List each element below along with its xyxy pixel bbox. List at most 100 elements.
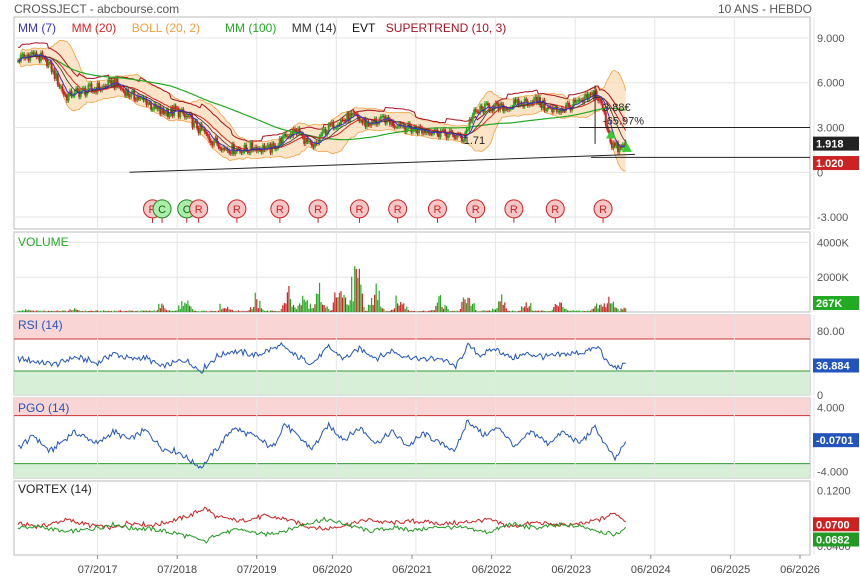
volume-bar bbox=[372, 304, 374, 312]
volume-bar bbox=[110, 310, 112, 312]
volume-bar bbox=[410, 310, 412, 312]
volume-bar bbox=[144, 310, 146, 312]
volume-bar bbox=[574, 311, 576, 312]
volume-bar bbox=[430, 310, 432, 312]
volume-bar bbox=[588, 310, 590, 312]
volume-bar bbox=[75, 309, 77, 312]
candle-body bbox=[62, 90, 65, 95]
candle-body bbox=[479, 105, 482, 113]
candle-body bbox=[453, 134, 456, 138]
volume-bar bbox=[243, 311, 246, 312]
annotation-percent: -65.97% bbox=[603, 115, 644, 127]
volume-bar bbox=[524, 306, 526, 312]
volume-bar bbox=[573, 310, 575, 312]
volume-bar bbox=[432, 310, 434, 312]
x-axis-label: 07/2019 bbox=[237, 564, 277, 576]
volume-bar bbox=[268, 311, 270, 312]
volume-bar bbox=[582, 310, 584, 312]
candle-body bbox=[497, 104, 500, 111]
candle-body bbox=[503, 108, 506, 112]
volume-bar bbox=[502, 304, 504, 312]
candle-body bbox=[199, 124, 202, 134]
candle-body bbox=[537, 97, 540, 103]
pgo-tick-label: 4.000 bbox=[817, 403, 845, 415]
candle-body bbox=[416, 131, 419, 134]
volume-bar bbox=[187, 300, 189, 312]
volume-bar bbox=[29, 310, 31, 312]
candle-body bbox=[165, 109, 168, 114]
candle-body bbox=[516, 99, 519, 103]
candle-body bbox=[258, 148, 261, 150]
candle-body bbox=[372, 121, 375, 124]
volume-bar bbox=[207, 311, 209, 312]
volume-panel-frame bbox=[13, 231, 811, 313]
volume-bar bbox=[155, 311, 157, 312]
candle-body bbox=[477, 111, 480, 113]
pgo-badge-bg bbox=[813, 433, 859, 448]
volume-bar bbox=[407, 309, 409, 312]
volume-bar bbox=[494, 309, 497, 312]
candle-body bbox=[410, 126, 413, 133]
candle-body bbox=[517, 99, 520, 106]
volume-bar bbox=[429, 310, 431, 312]
supertrend-badge-bg bbox=[813, 156, 859, 171]
candle-body bbox=[297, 128, 300, 135]
volume-bar bbox=[64, 310, 67, 312]
candle-body bbox=[168, 114, 171, 117]
volume-bar bbox=[256, 299, 258, 312]
volume-bar bbox=[475, 309, 477, 312]
volume-bar bbox=[130, 310, 132, 312]
volume-bar bbox=[175, 310, 177, 312]
candle-body bbox=[144, 99, 147, 101]
volume-bar bbox=[367, 304, 370, 312]
volume-bar bbox=[334, 292, 336, 312]
volume-bar bbox=[338, 292, 341, 312]
candle-body bbox=[505, 108, 508, 110]
candle-body bbox=[183, 113, 186, 118]
volume-bar bbox=[57, 310, 59, 312]
volume-bar bbox=[585, 311, 587, 312]
candle-body bbox=[298, 128, 301, 134]
candle-body bbox=[367, 121, 370, 125]
candle-body bbox=[125, 89, 128, 96]
candle-body bbox=[73, 91, 76, 96]
volume-bar bbox=[262, 309, 264, 312]
candle-body bbox=[333, 127, 336, 129]
volume-bar bbox=[84, 310, 86, 312]
candle-body bbox=[217, 143, 220, 148]
volume-bar bbox=[191, 309, 194, 312]
candle-body bbox=[411, 129, 414, 133]
volume-bar bbox=[81, 310, 83, 312]
candle-body bbox=[327, 124, 330, 133]
volume-bar bbox=[78, 310, 80, 312]
volume-bar bbox=[386, 310, 388, 312]
candle-body bbox=[245, 144, 248, 150]
volume-bar bbox=[358, 268, 360, 312]
candle-body bbox=[421, 128, 424, 134]
candle-body bbox=[160, 108, 163, 114]
volume-bar bbox=[499, 301, 501, 312]
candle-body bbox=[162, 108, 165, 113]
candle-body bbox=[47, 62, 50, 67]
volume-bar bbox=[346, 304, 348, 312]
volume-bar bbox=[83, 311, 85, 312]
volume-bar bbox=[547, 311, 549, 312]
candle-body bbox=[208, 136, 211, 141]
candle-body bbox=[235, 148, 238, 152]
volume-bar bbox=[289, 299, 292, 312]
candle-body bbox=[203, 128, 206, 133]
candle-body bbox=[612, 142, 615, 148]
candle-body bbox=[388, 119, 391, 125]
volume-bar bbox=[47, 310, 50, 312]
candle-body bbox=[617, 142, 620, 153]
candle-body bbox=[395, 126, 398, 128]
candle-body bbox=[251, 142, 254, 151]
volume-bar bbox=[436, 302, 439, 312]
pgo-title: PGO (14) bbox=[18, 401, 69, 415]
candle-body bbox=[70, 90, 73, 97]
candle-body bbox=[364, 118, 367, 127]
volume-bar bbox=[98, 311, 100, 312]
candle-body bbox=[572, 99, 575, 107]
volume-bar bbox=[129, 310, 131, 312]
price-tick-label: 0 bbox=[817, 167, 823, 179]
